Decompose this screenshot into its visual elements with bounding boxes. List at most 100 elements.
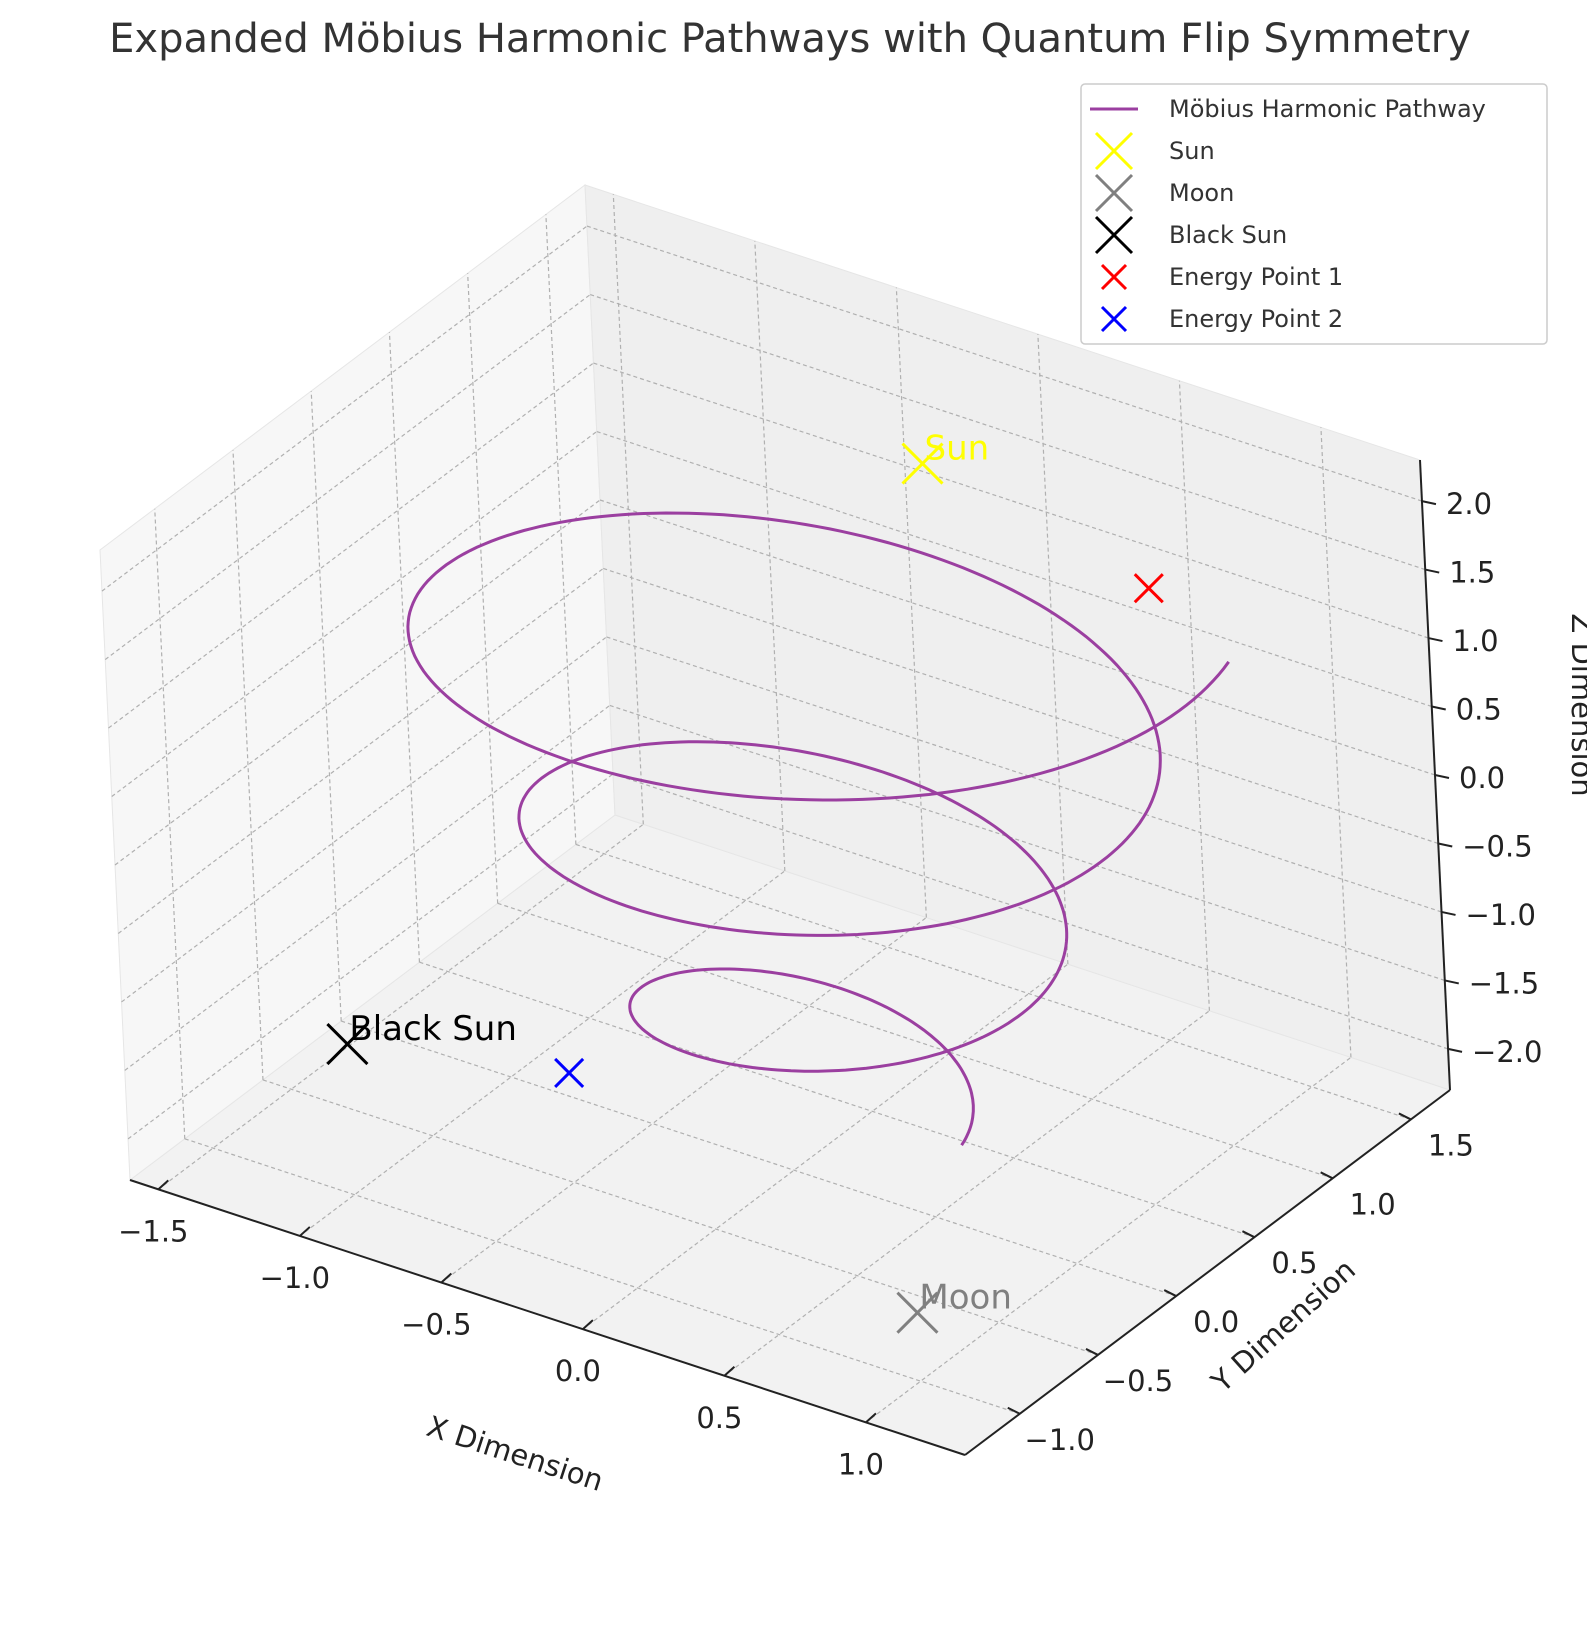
grid-line bbox=[1320, 427, 1352, 1058]
y-tick-label: 1.5 bbox=[1428, 1128, 1474, 1162]
tick-labels: −1.5−1.0−0.50.00.51.0−1.0−0.50.00.51.01.… bbox=[118, 487, 1542, 1481]
y-tick-label: −1.0 bbox=[1025, 1423, 1095, 1457]
legend-x-swatch bbox=[1094, 215, 1134, 255]
y-tick bbox=[1007, 1406, 1021, 1415]
chart-title: Expanded Möbius Harmonic Pathways with Q… bbox=[109, 16, 1471, 62]
z-tick-label: 1.5 bbox=[1449, 556, 1495, 590]
grid-line bbox=[467, 273, 499, 904]
y-tick bbox=[1320, 1171, 1334, 1180]
grid-line bbox=[299, 870, 786, 1237]
z-tick-label: −0.5 bbox=[1462, 829, 1532, 863]
marker-energy-point-1 bbox=[1133, 573, 1164, 604]
marker-stroke bbox=[1133, 573, 1164, 604]
grid-line bbox=[111, 431, 598, 798]
legend-x-swatch bbox=[1100, 305, 1128, 333]
grid-line bbox=[114, 499, 601, 866]
grid-line bbox=[108, 362, 594, 729]
legend-label: Sun bbox=[1169, 137, 1215, 165]
x-tick-label: −1.5 bbox=[118, 1214, 188, 1248]
plot-area: Sun Moon Black Sun bbox=[326, 429, 1230, 1334]
grid-line bbox=[124, 704, 611, 1071]
grid-line bbox=[388, 332, 421, 963]
z-tick bbox=[1434, 774, 1450, 779]
grid-line bbox=[104, 294, 591, 661]
legend: Möbius Harmonic Pathway Sun Moon Black Sun E… bbox=[1080, 83, 1548, 345]
legend-label: Moon bbox=[1169, 179, 1234, 207]
z-tick-label: 0.0 bbox=[1459, 761, 1505, 795]
marker-sun bbox=[901, 442, 944, 485]
grid-line bbox=[310, 391, 342, 1022]
x-tick-label: −1.0 bbox=[260, 1261, 330, 1295]
marker-energy-point-2 bbox=[554, 1057, 585, 1088]
x-axis-label: X Dimension bbox=[423, 1409, 608, 1498]
z-tick-label: −2.0 bbox=[1472, 1035, 1542, 1069]
z-tick bbox=[1447, 1047, 1463, 1053]
legend-x-swatch bbox=[1094, 131, 1134, 171]
grid-line bbox=[582, 963, 1069, 1330]
y-axis-line bbox=[964, 1089, 1451, 1456]
x-tick-label: 0.5 bbox=[696, 1401, 742, 1435]
x-tick bbox=[157, 1179, 169, 1191]
axis-lines bbox=[129, 459, 1463, 1456]
y-tick-label: 1.0 bbox=[1350, 1187, 1396, 1221]
marker-stroke bbox=[326, 1023, 369, 1066]
y-tick bbox=[1085, 1348, 1099, 1356]
legend-x-swatch bbox=[1100, 263, 1128, 291]
z-tick-label: 2.0 bbox=[1446, 487, 1492, 521]
z-tick-label: −1.0 bbox=[1466, 898, 1536, 932]
y-tick-label: 0.0 bbox=[1193, 1305, 1239, 1339]
z-tick bbox=[1431, 705, 1446, 711]
x-tick bbox=[299, 1226, 311, 1237]
x-tick-label: 1.0 bbox=[838, 1447, 884, 1481]
marker-stroke bbox=[896, 1291, 939, 1334]
y-tick bbox=[1241, 1230, 1255, 1239]
x-tick bbox=[582, 1319, 594, 1330]
z-tick bbox=[1441, 910, 1456, 916]
marker-moon bbox=[896, 1291, 939, 1334]
z-tick bbox=[1421, 500, 1437, 506]
grid-line bbox=[232, 449, 264, 1080]
x-tick-label: −0.5 bbox=[401, 1308, 471, 1342]
z-tick bbox=[1438, 842, 1453, 848]
grid-line bbox=[101, 225, 588, 592]
grid-line bbox=[157, 823, 644, 1190]
x-axis-line bbox=[129, 1179, 966, 1456]
grid-line bbox=[121, 636, 607, 1003]
annotation-black-sun: Black Sun bbox=[349, 1009, 516, 1049]
grid-lines bbox=[101, 194, 1449, 1423]
y-tick bbox=[1163, 1289, 1177, 1297]
pathway-line bbox=[406, 511, 1230, 1146]
grid-line bbox=[865, 1056, 1352, 1423]
annotation-moon: Moon bbox=[919, 1278, 1012, 1318]
marker-black-sun bbox=[326, 1023, 369, 1066]
x-tick bbox=[865, 1412, 877, 1424]
legend-x-swatch bbox=[1094, 173, 1134, 213]
z-tick bbox=[1425, 568, 1440, 574]
y-tick bbox=[1398, 1112, 1412, 1121]
z-tick bbox=[1428, 637, 1443, 643]
legend-label: Energy Point 2 bbox=[1169, 305, 1343, 333]
annotation-sun: Sun bbox=[924, 429, 989, 469]
y-tick-label: −0.5 bbox=[1103, 1364, 1173, 1398]
grid-line bbox=[440, 917, 927, 1284]
x-tick-label: 0.0 bbox=[555, 1354, 601, 1388]
grid-line bbox=[895, 287, 927, 918]
z-tick-label: −1.5 bbox=[1469, 966, 1539, 1000]
marker-stroke bbox=[901, 442, 944, 485]
marker-stroke bbox=[554, 1057, 585, 1088]
x-tick bbox=[440, 1272, 453, 1284]
z-tick-label: 0.5 bbox=[1456, 693, 1502, 727]
grid-line bbox=[127, 773, 614, 1140]
grid-line bbox=[724, 1010, 1210, 1377]
legend-label: Black Sun bbox=[1169, 221, 1287, 249]
grid-line bbox=[154, 508, 186, 1139]
z-tick-label: 1.0 bbox=[1452, 624, 1498, 658]
grid-line bbox=[545, 214, 577, 845]
legend-label: Möbius Harmonic Pathway bbox=[1169, 95, 1486, 123]
legend-box bbox=[1080, 83, 1548, 345]
y-tick-label: 0.5 bbox=[1271, 1246, 1317, 1280]
x-tick bbox=[723, 1366, 736, 1377]
z-axis-label: Z Dimension bbox=[1565, 613, 1587, 796]
z-tick bbox=[1444, 979, 1459, 985]
